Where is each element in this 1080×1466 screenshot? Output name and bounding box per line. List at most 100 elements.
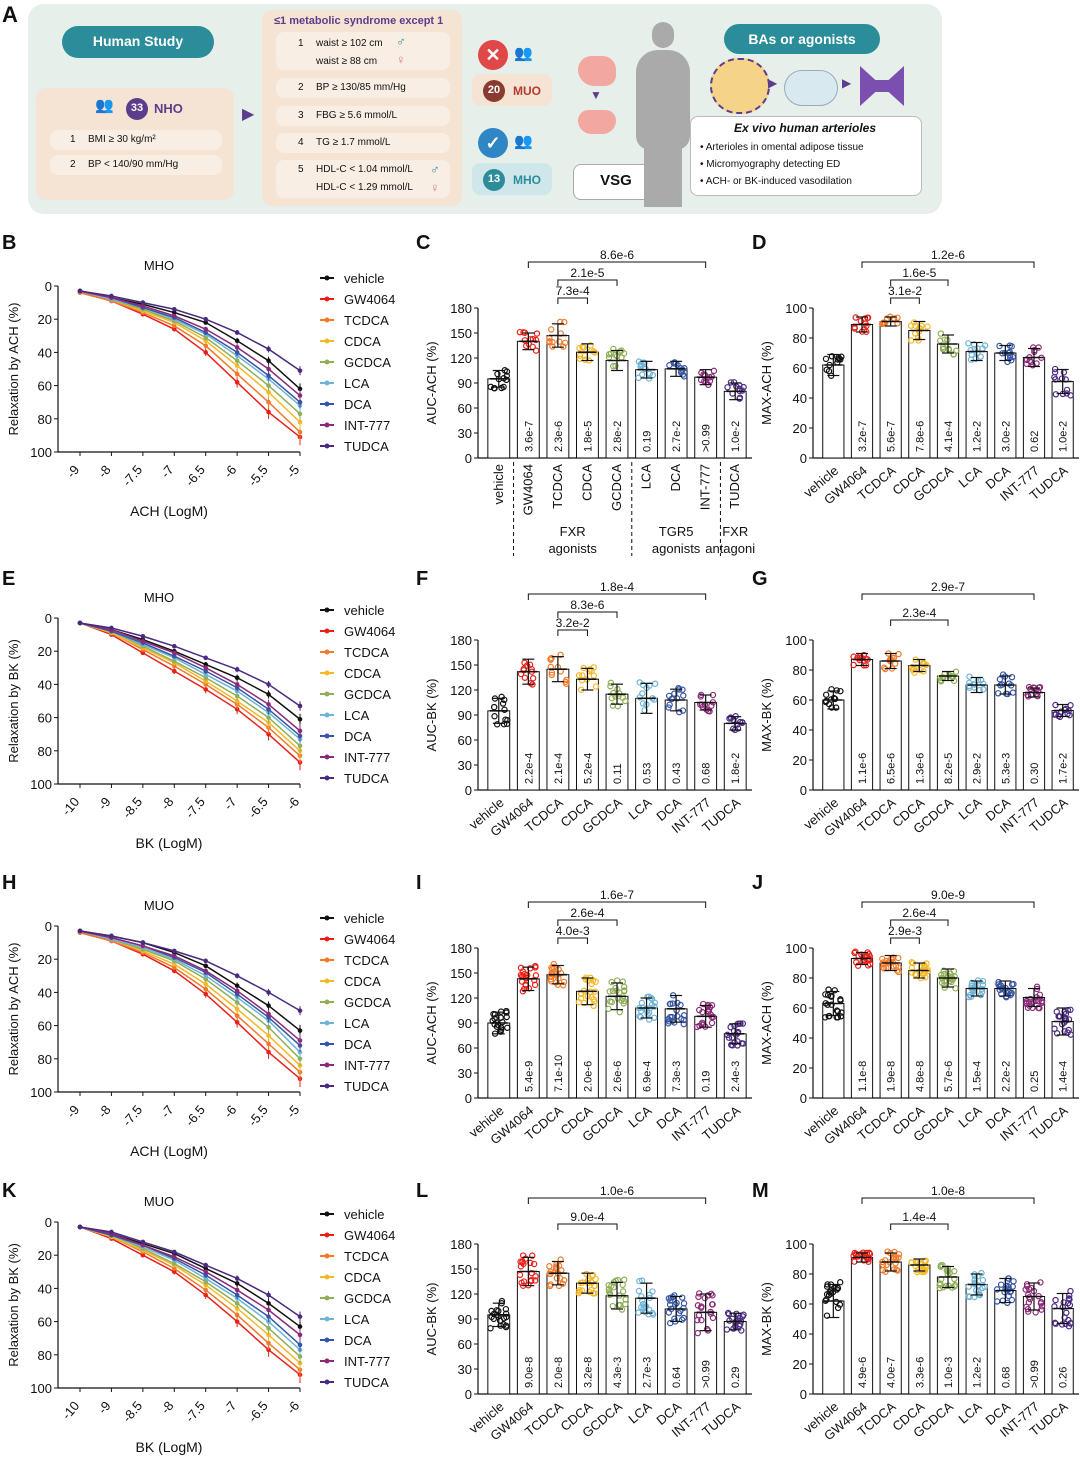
data-point [171,650,177,656]
panel-letter-a: A [2,2,18,27]
significance-bracket [861,901,1035,908]
legend-marker [324,275,330,281]
data-point [203,963,209,969]
data-point [823,1283,831,1290]
data-point [109,625,114,631]
data-point [822,991,829,998]
series-line-CDCA [79,622,301,752]
series-line-DCA [79,1226,301,1346]
y-tick-label: 60 [38,711,52,726]
data-point [694,1302,702,1309]
legend-marker [324,1083,330,1089]
data-point [966,991,974,999]
legend-marker [324,733,330,739]
data-point [171,663,177,669]
y-tick-label: 60 [458,1337,472,1352]
chart-b: MHO 0 20 40 60 80 100 -9 -8 -7.5 -7 -6.5 -6 -5.5 -5 ACH… [0,236,410,536]
legend-label: GCDCA [344,1291,391,1306]
data-point [498,693,505,701]
chart-e: MHO 0 20 40 60 80 100 -10 -9 -8.5 -8 -7.5 -7 -6.5 -6 BK… [0,568,410,868]
data-point [1064,1300,1072,1307]
panel-letter-g: G [752,568,768,590]
data-point [499,700,507,707]
data-point [109,1229,114,1235]
data-point [266,1033,271,1038]
category-label: LCA [956,795,985,823]
legend-marker [324,317,330,323]
bar-vehicle [822,364,845,459]
data-point [502,1305,510,1313]
data-point [140,1252,146,1258]
p-value-label: 4.3e-3 [612,1357,624,1388]
category-label: LCA [625,795,654,823]
p-value-label: 2.6e-6 [612,1061,624,1092]
data-point [606,988,613,995]
legend-label: vehicle [344,911,384,926]
group-label: FXR [560,524,586,539]
p-value-label: 1.1e-6 [857,753,869,784]
data-point [516,1271,524,1279]
data-point [297,1314,303,1319]
data-point [995,690,1002,697]
p-value-label: 0.19 [642,431,654,452]
legend-label: GW4064 [344,1228,395,1243]
chart-d: 0 20 40 60 80 100 MAX-ACH (%) vehicle 3.2e-7 GW40… [745,236,1080,536]
female-icon: ♀ [396,52,406,67]
chart-title: MUO [144,898,174,913]
category-label: DCA [668,464,683,492]
bracket-label: 2.3e-4 [902,606,936,620]
significance-bracket [557,919,618,926]
y-axis-label: Relaxation by BK (%) [6,1243,21,1367]
data-point [546,1282,554,1290]
data-point [203,662,209,667]
data-point [576,355,584,362]
data-point [676,708,683,716]
y-tick-label: 120 [450,1287,472,1302]
data-point [563,676,570,684]
ms-row-4-bg [276,133,450,153]
bracket-label: 1.6e-5 [902,266,936,280]
data-point [605,1005,612,1013]
legend-marker [324,1020,330,1026]
panel-letter-c: C [416,232,431,254]
significance-bracket [890,937,920,944]
p-value-label: 1.3e-6 [914,753,926,784]
data-point [837,1013,845,1020]
x-tick-label: -7.5 [119,462,145,489]
data-point [727,379,735,386]
y-tick-label: 80 [793,971,807,986]
p-value-label: 1.0e-3 [943,1357,955,1388]
data-point [708,1019,716,1027]
y-tick-label: 60 [458,733,472,748]
data-point [1053,1008,1060,1015]
data-point [203,330,209,335]
panel-letter-j: J [752,872,764,894]
x-tick-label: -10 [59,794,83,818]
x-tick-label: -8 [158,1398,177,1416]
human-study-pill [62,26,214,58]
data-point [823,1312,831,1319]
data-point [500,1315,508,1322]
legend-label: TUDCA [344,1375,389,1390]
data-point [140,638,146,644]
people-icon: 👥 [95,97,114,114]
data-point [520,329,527,336]
data-point [266,682,271,687]
y-tick-label: 20 [38,952,52,967]
data-point [588,347,595,354]
data-point [266,1011,271,1017]
data-point [203,675,209,681]
p-value-label: 8.2e-5 [943,753,955,784]
data-point [968,979,976,987]
significance-bracket [557,297,588,304]
y-axis-label: Relaxation by ACH (%) [6,943,21,1076]
data-point [999,671,1007,678]
y-tick-label: 80 [793,331,807,346]
data-point [550,963,557,971]
ms-row-3: FBG ≥ 5.6 mmol/L [316,110,398,121]
data-point [171,643,177,649]
data-point [77,288,83,294]
x-tick-label: -6 [283,1398,302,1416]
data-point [171,953,177,959]
data-point [266,1307,271,1313]
